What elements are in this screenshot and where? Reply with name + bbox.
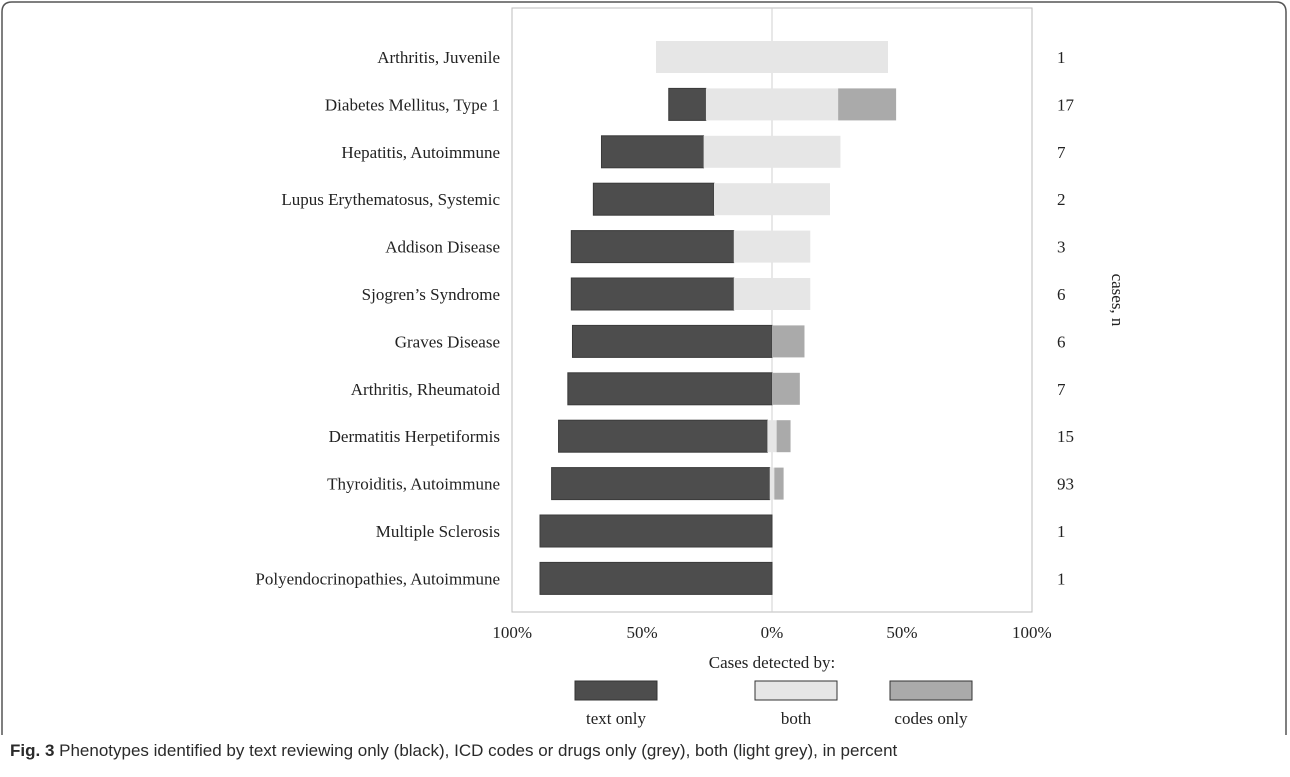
legend-swatch-both bbox=[755, 681, 837, 700]
cases-axis-label: cases, n bbox=[1108, 274, 1127, 327]
category-label-polyendocrinopathies-autoimmune: Polyendocrinopathies, Autoimmune bbox=[255, 569, 500, 588]
case-count-dermatitis-herpetiformis: 15 bbox=[1057, 427, 1074, 446]
x-tick-left-100-label: 100% bbox=[492, 623, 532, 642]
category-label-diabetes-mellitus-type-1: Diabetes Mellitus, Type 1 bbox=[325, 95, 500, 114]
bar-text-only-thyroiditis-autoimmune bbox=[552, 468, 770, 500]
legend-label-text-only: text only bbox=[586, 709, 646, 728]
category-label-arthritis-juvenile: Arthritis, Juvenile bbox=[377, 48, 500, 67]
case-count-sjogren-s-syndrome: 6 bbox=[1057, 285, 1066, 304]
case-count-polyendocrinopathies-autoimmune: 1 bbox=[1057, 569, 1066, 588]
bar-both-hepatitis-autoimmune bbox=[704, 136, 841, 168]
case-count-multiple-sclerosis: 1 bbox=[1057, 522, 1066, 541]
bar-both-lupus-erythematosus-systemic bbox=[714, 183, 830, 215]
case-count-thyroiditis-autoimmune: 93 bbox=[1057, 475, 1074, 494]
bar-both-addison-disease bbox=[734, 231, 811, 263]
bars-group bbox=[540, 41, 896, 594]
x-axis-ticks: 100% 50% 0% 50% 100% bbox=[492, 623, 1051, 642]
bar-both-thyroiditis-autoimmune bbox=[770, 468, 775, 500]
case-count-hepatitis-autoimmune: 7 bbox=[1057, 143, 1066, 162]
case-count-diabetes-mellitus-type-1: 17 bbox=[1057, 95, 1075, 114]
category-labels: Arthritis, Juvenile Diabetes Mellitus, Ty… bbox=[255, 48, 500, 588]
bar-text-only-diabetes-mellitus-type-1 bbox=[669, 88, 706, 120]
bar-text-only-addison-disease bbox=[571, 231, 733, 263]
figure-caption: Fig. 3 Phenotypes identified by text rev… bbox=[10, 741, 1280, 761]
bar-text-only-arthritis-rheumatoid bbox=[568, 373, 772, 405]
case-count-graves-disease: 6 bbox=[1057, 332, 1066, 351]
bar-text-only-graves-disease bbox=[572, 325, 772, 357]
case-count-arthritis-rheumatoid: 7 bbox=[1057, 380, 1066, 399]
bar-codes-only-arthritis-rheumatoid bbox=[772, 373, 800, 405]
category-label-graves-disease: Graves Disease bbox=[395, 332, 500, 351]
category-label-addison-disease: Addison Disease bbox=[385, 238, 500, 257]
bar-text-only-multiple-sclerosis bbox=[540, 515, 772, 547]
caption-text: Phenotypes identified by text reviewing … bbox=[54, 741, 897, 760]
case-count-lupus-erythematosus-systemic: 2 bbox=[1057, 190, 1066, 209]
bar-codes-only-diabetes-mellitus-type-1 bbox=[838, 88, 896, 120]
legend-label-codes-only: codes only bbox=[894, 709, 968, 728]
bar-both-dermatitis-herpetiformis bbox=[767, 420, 776, 452]
bar-both-arthritis-juvenile bbox=[656, 41, 888, 73]
bar-codes-only-dermatitis-herpetiformis bbox=[777, 420, 791, 452]
bar-text-only-lupus-erythematosus-systemic bbox=[593, 183, 714, 215]
category-label-multiple-sclerosis: Multiple Sclerosis bbox=[376, 522, 500, 541]
bar-text-only-dermatitis-herpetiformis bbox=[559, 420, 768, 452]
bar-codes-only-graves-disease bbox=[772, 325, 804, 357]
bar-text-only-sjogren-s-syndrome bbox=[571, 278, 733, 310]
bar-text-only-hepatitis-autoimmune bbox=[601, 136, 703, 168]
category-label-thyroiditis-autoimmune: Thyroiditis, Autoimmune bbox=[327, 475, 500, 494]
category-label-arthritis-rheumatoid: Arthritis, Rheumatoid bbox=[351, 380, 501, 399]
category-label-sjogren-s-syndrome: Sjogren’s Syndrome bbox=[362, 285, 500, 304]
bar-text-only-polyendocrinopathies-autoimmune bbox=[540, 562, 772, 594]
bar-both-sjogren-s-syndrome bbox=[734, 278, 811, 310]
legend-swatch-text-only bbox=[575, 681, 657, 700]
x-tick-zero-label: 0% bbox=[761, 623, 784, 642]
case-counts: 1 17 7 2 3 6 6 7 15 93 1 1 bbox=[1057, 48, 1075, 588]
legend-title: Cases detected by: bbox=[709, 653, 836, 672]
category-label-lupus-erythematosus-systemic: Lupus Erythematosus, Systemic bbox=[281, 190, 500, 209]
category-label-hepatitis-autoimmune: Hepatitis, Autoimmune bbox=[341, 143, 500, 162]
case-count-arthritis-juvenile: 1 bbox=[1057, 48, 1066, 67]
x-tick-right-50-label: 50% bbox=[886, 623, 917, 642]
bar-codes-only-thyroiditis-autoimmune bbox=[774, 468, 783, 500]
bar-both-diabetes-mellitus-type-1 bbox=[706, 88, 838, 120]
x-tick-right-100-label: 100% bbox=[1012, 623, 1052, 642]
x-tick-left-50-label: 50% bbox=[626, 623, 657, 642]
case-count-addison-disease: 3 bbox=[1057, 238, 1066, 257]
legend-label-both: both bbox=[781, 709, 812, 728]
legend: text only both codes only bbox=[575, 681, 972, 728]
category-label-dermatitis-herpetiformis: Dermatitis Herpetiformis bbox=[329, 427, 500, 446]
legend-swatch-codes-only bbox=[890, 681, 972, 700]
caption-label: Fig. 3 bbox=[10, 741, 54, 760]
